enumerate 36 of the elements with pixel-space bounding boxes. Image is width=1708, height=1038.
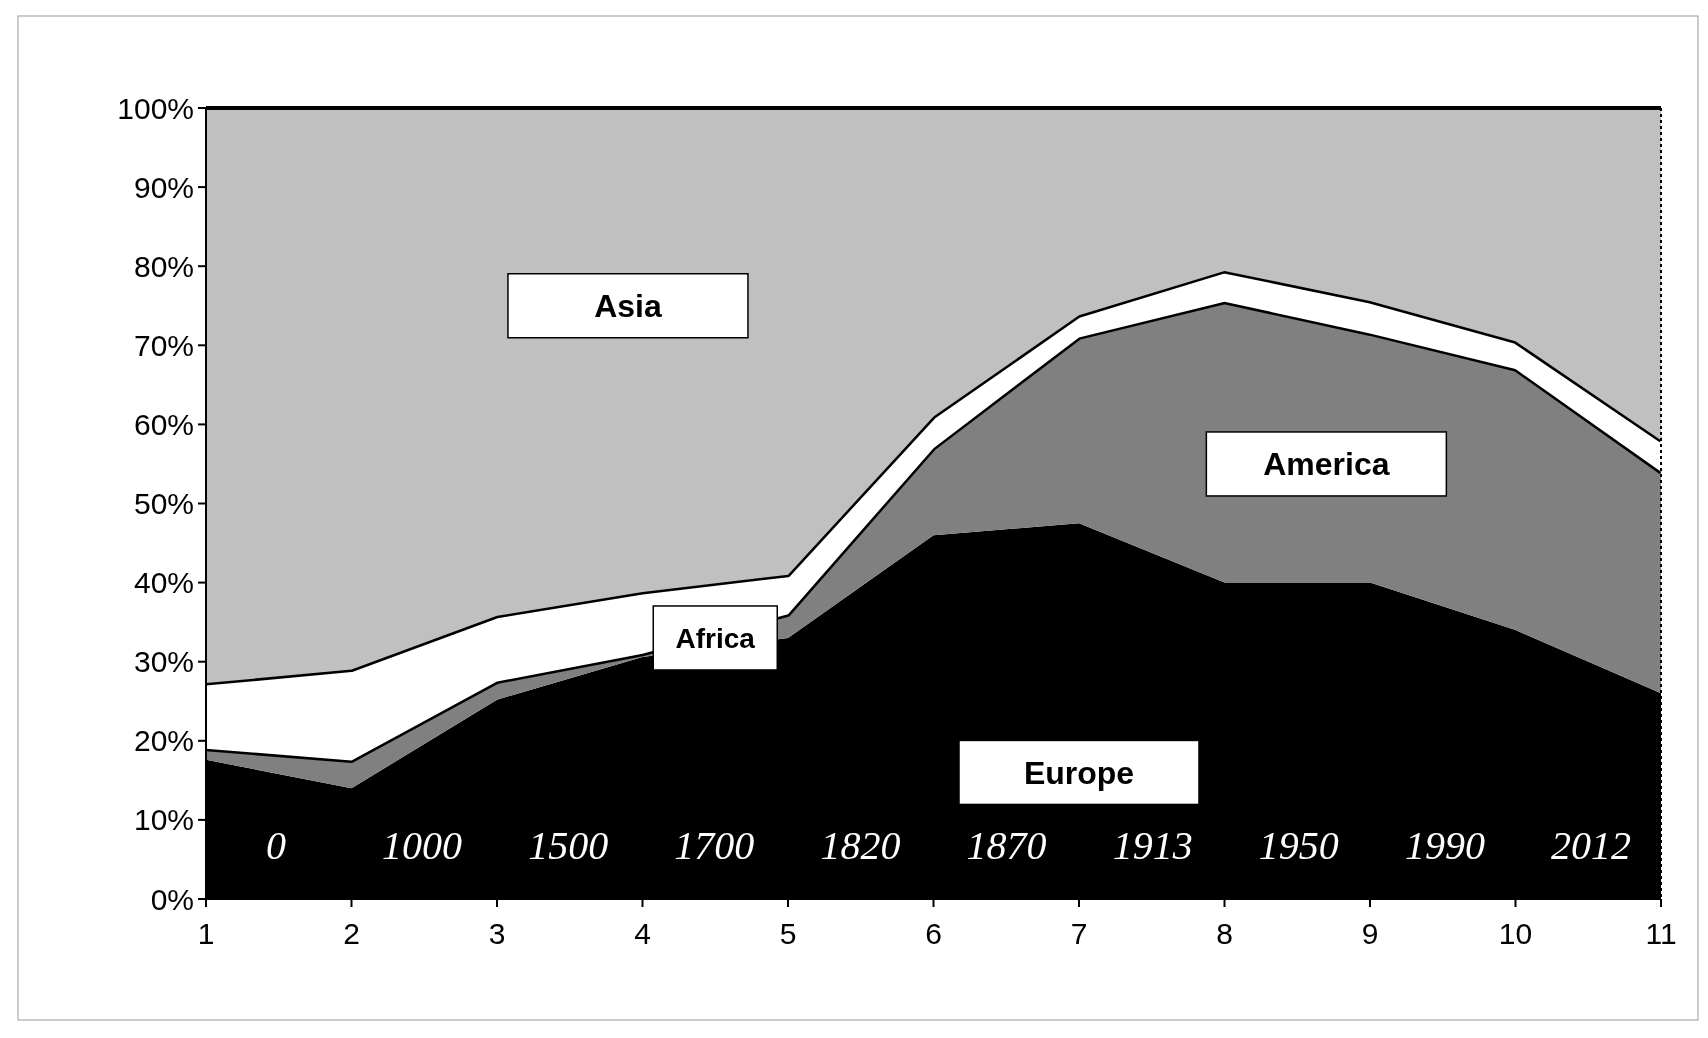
y-tick-label: 50% bbox=[133, 487, 194, 520]
annotation: 1950 bbox=[1258, 823, 1339, 869]
x-tick-label: 4 bbox=[634, 917, 651, 950]
annotation: 1820 bbox=[820, 823, 901, 869]
x-tick-label: 10 bbox=[1498, 917, 1533, 950]
y-tick-label: 40% bbox=[133, 566, 194, 600]
x-tick-label: 8 bbox=[1216, 917, 1233, 950]
x-tick-label: 5 bbox=[779, 917, 797, 950]
x-tick-label: 6 bbox=[925, 917, 942, 950]
y-tick-label: 70% bbox=[133, 328, 194, 362]
y-tick-label: 30% bbox=[133, 645, 194, 679]
annotation: 2012 bbox=[1551, 823, 1631, 869]
y-tick-label: 60% bbox=[133, 407, 194, 441]
annotation: 1000 bbox=[382, 823, 463, 869]
series-label: Asia bbox=[594, 287, 662, 324]
y-tick-label: 0% bbox=[150, 882, 194, 916]
series-label: America bbox=[1263, 446, 1390, 483]
x-tick-label: 3 bbox=[488, 917, 506, 950]
x-tick-label: 1 bbox=[197, 917, 215, 950]
annotation: 1870 bbox=[966, 823, 1047, 869]
y-tick-label: 80% bbox=[133, 249, 194, 283]
x-tick-label: 7 bbox=[1070, 917, 1088, 950]
x-tick-label: 11 bbox=[1645, 917, 1677, 950]
x-tick-label: 9 bbox=[1361, 917, 1379, 950]
annotation: 1500 bbox=[528, 823, 609, 869]
y-tick-label: 20% bbox=[133, 724, 194, 758]
annotation: 1700 bbox=[674, 823, 755, 869]
annotation: 1913 bbox=[1112, 823, 1193, 869]
y-tick-label: 10% bbox=[133, 803, 194, 837]
y-tick-label: 90% bbox=[133, 170, 194, 204]
series-label: Europe bbox=[1023, 754, 1135, 791]
y-tick-label: 100% bbox=[117, 91, 194, 125]
annotation: 1990 bbox=[1404, 823, 1485, 869]
x-tick-label: 2 bbox=[343, 917, 360, 950]
series-label: Africa bbox=[675, 622, 756, 654]
annotation: 0 bbox=[266, 823, 286, 869]
